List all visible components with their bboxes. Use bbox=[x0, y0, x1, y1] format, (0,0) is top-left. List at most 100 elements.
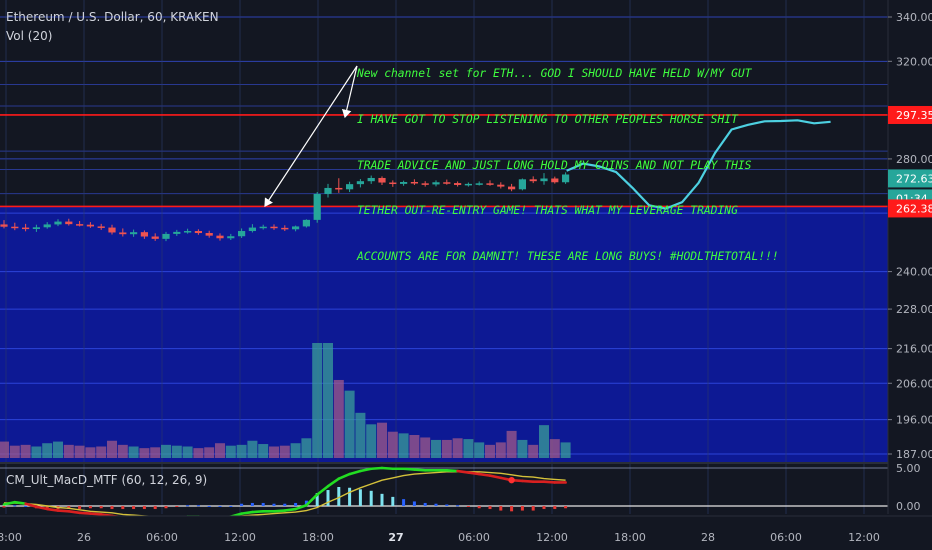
volume-bar bbox=[312, 343, 323, 458]
macd-tick-label: 0.00 bbox=[896, 500, 921, 513]
macd-histogram-bar bbox=[13, 505, 17, 507]
price-tick-label: 196.00 bbox=[896, 414, 932, 427]
price-badge-label: 297.35 bbox=[896, 109, 932, 122]
candle bbox=[443, 179, 451, 185]
candle bbox=[367, 175, 375, 184]
volume-bar bbox=[355, 412, 366, 458]
candle bbox=[421, 181, 429, 187]
volume-bar bbox=[236, 444, 247, 458]
macd-histogram-bar bbox=[67, 506, 71, 510]
volume-bar bbox=[517, 439, 528, 458]
candle bbox=[22, 223, 30, 232]
volume-bar bbox=[171, 445, 182, 458]
volume-bar bbox=[474, 442, 485, 458]
macd-histogram-bar bbox=[358, 489, 362, 506]
candle bbox=[497, 182, 505, 189]
volume-bar bbox=[53, 441, 63, 458]
annotation-line: TRADE ADVICE AND JUST LONG HOLD MY COINS… bbox=[357, 158, 752, 172]
candle-body bbox=[270, 226, 278, 229]
macd-histogram-bar bbox=[88, 506, 92, 509]
candle-body bbox=[464, 183, 472, 186]
annotation-line: New channel set for ETH... GOD I SHOULD … bbox=[357, 67, 752, 81]
volume-bar bbox=[560, 442, 571, 458]
volume-bar bbox=[20, 444, 31, 458]
macd-histogram-bar bbox=[283, 503, 287, 506]
price-tick-label: 320.00 bbox=[896, 55, 932, 68]
projection-line bbox=[566, 119, 831, 210]
time-tick-label: 18:00 bbox=[614, 531, 646, 544]
macd-line-segment bbox=[369, 466, 384, 471]
volume-bar bbox=[63, 444, 74, 458]
candle bbox=[346, 181, 354, 193]
time-tick-label: 18:00 bbox=[302, 531, 334, 544]
candle-body bbox=[140, 232, 148, 237]
candle-body bbox=[216, 235, 224, 239]
candle-body bbox=[346, 184, 354, 190]
macd-line-segment bbox=[348, 469, 362, 476]
candle-body bbox=[54, 221, 62, 225]
volume-bar bbox=[247, 440, 258, 458]
macd-line-segment bbox=[2, 500, 17, 506]
volume-bar bbox=[128, 446, 139, 458]
time-tick-label: 06:00 bbox=[458, 531, 490, 544]
candle-body bbox=[540, 178, 548, 182]
macd-histogram-bar bbox=[531, 506, 535, 511]
macd-line-segment bbox=[24, 502, 38, 509]
candle bbox=[130, 229, 138, 237]
volume-bar bbox=[323, 343, 333, 458]
candles bbox=[0, 172, 570, 242]
macd-cross-marker bbox=[508, 476, 515, 484]
candle-body bbox=[292, 226, 300, 230]
candle-body bbox=[432, 182, 440, 185]
macd-line-segment bbox=[326, 477, 341, 488]
candle bbox=[410, 179, 418, 185]
volume-bar bbox=[150, 447, 161, 458]
volume-bar bbox=[398, 433, 409, 458]
volume-bar bbox=[215, 443, 225, 458]
candle-body bbox=[97, 226, 105, 228]
volume-bar bbox=[96, 446, 107, 458]
macd-line-segment bbox=[294, 503, 308, 511]
candle-body bbox=[335, 187, 343, 190]
volume-bar bbox=[279, 445, 290, 458]
candle bbox=[508, 183, 516, 192]
macd-line-segment bbox=[240, 510, 254, 515]
macd-histogram-bar bbox=[434, 503, 438, 506]
candle-body bbox=[486, 183, 494, 185]
candle bbox=[324, 183, 332, 198]
macd-histogram-bar bbox=[542, 506, 546, 510]
candle-body bbox=[302, 219, 310, 227]
macd-histogram-bar bbox=[99, 506, 103, 509]
candle-body bbox=[65, 221, 73, 225]
macd-histogram-bar bbox=[250, 502, 254, 506]
candle-body bbox=[454, 183, 462, 185]
candle bbox=[238, 228, 246, 238]
candle bbox=[454, 181, 462, 187]
macd-histogram-bar bbox=[24, 506, 28, 507]
macd-histogram-bar bbox=[380, 493, 384, 506]
candle-body bbox=[475, 183, 483, 185]
macd-histogram-bar bbox=[337, 487, 341, 506]
time-tick-label: 18:00 bbox=[0, 531, 22, 544]
candle bbox=[43, 222, 51, 229]
macd-histogram-bar bbox=[272, 503, 276, 506]
volume-bar bbox=[0, 441, 9, 458]
macd-histogram-bar bbox=[110, 506, 114, 510]
candle bbox=[194, 229, 202, 235]
volume-bar bbox=[85, 447, 96, 458]
candle bbox=[32, 224, 40, 232]
candle-body bbox=[378, 177, 386, 183]
candle-body bbox=[43, 224, 51, 228]
candle bbox=[108, 224, 116, 235]
volume-bar bbox=[431, 439, 441, 458]
macd-indicator-title: CM_Ult_MacD_MTF (60, 12, 26, 9) bbox=[6, 473, 208, 487]
macd-line-segment bbox=[35, 505, 49, 511]
macd-line-segment bbox=[456, 469, 470, 474]
trade-note-annotation: New channel set for ETH... GOD I SHOULD … bbox=[357, 36, 827, 279]
macd-histogram-bar bbox=[499, 506, 503, 511]
macd-histogram-bar bbox=[488, 506, 492, 510]
macd-line-segment bbox=[467, 471, 481, 476]
macd-histogram-bar bbox=[121, 506, 125, 510]
price-badge-bg bbox=[888, 199, 932, 218]
